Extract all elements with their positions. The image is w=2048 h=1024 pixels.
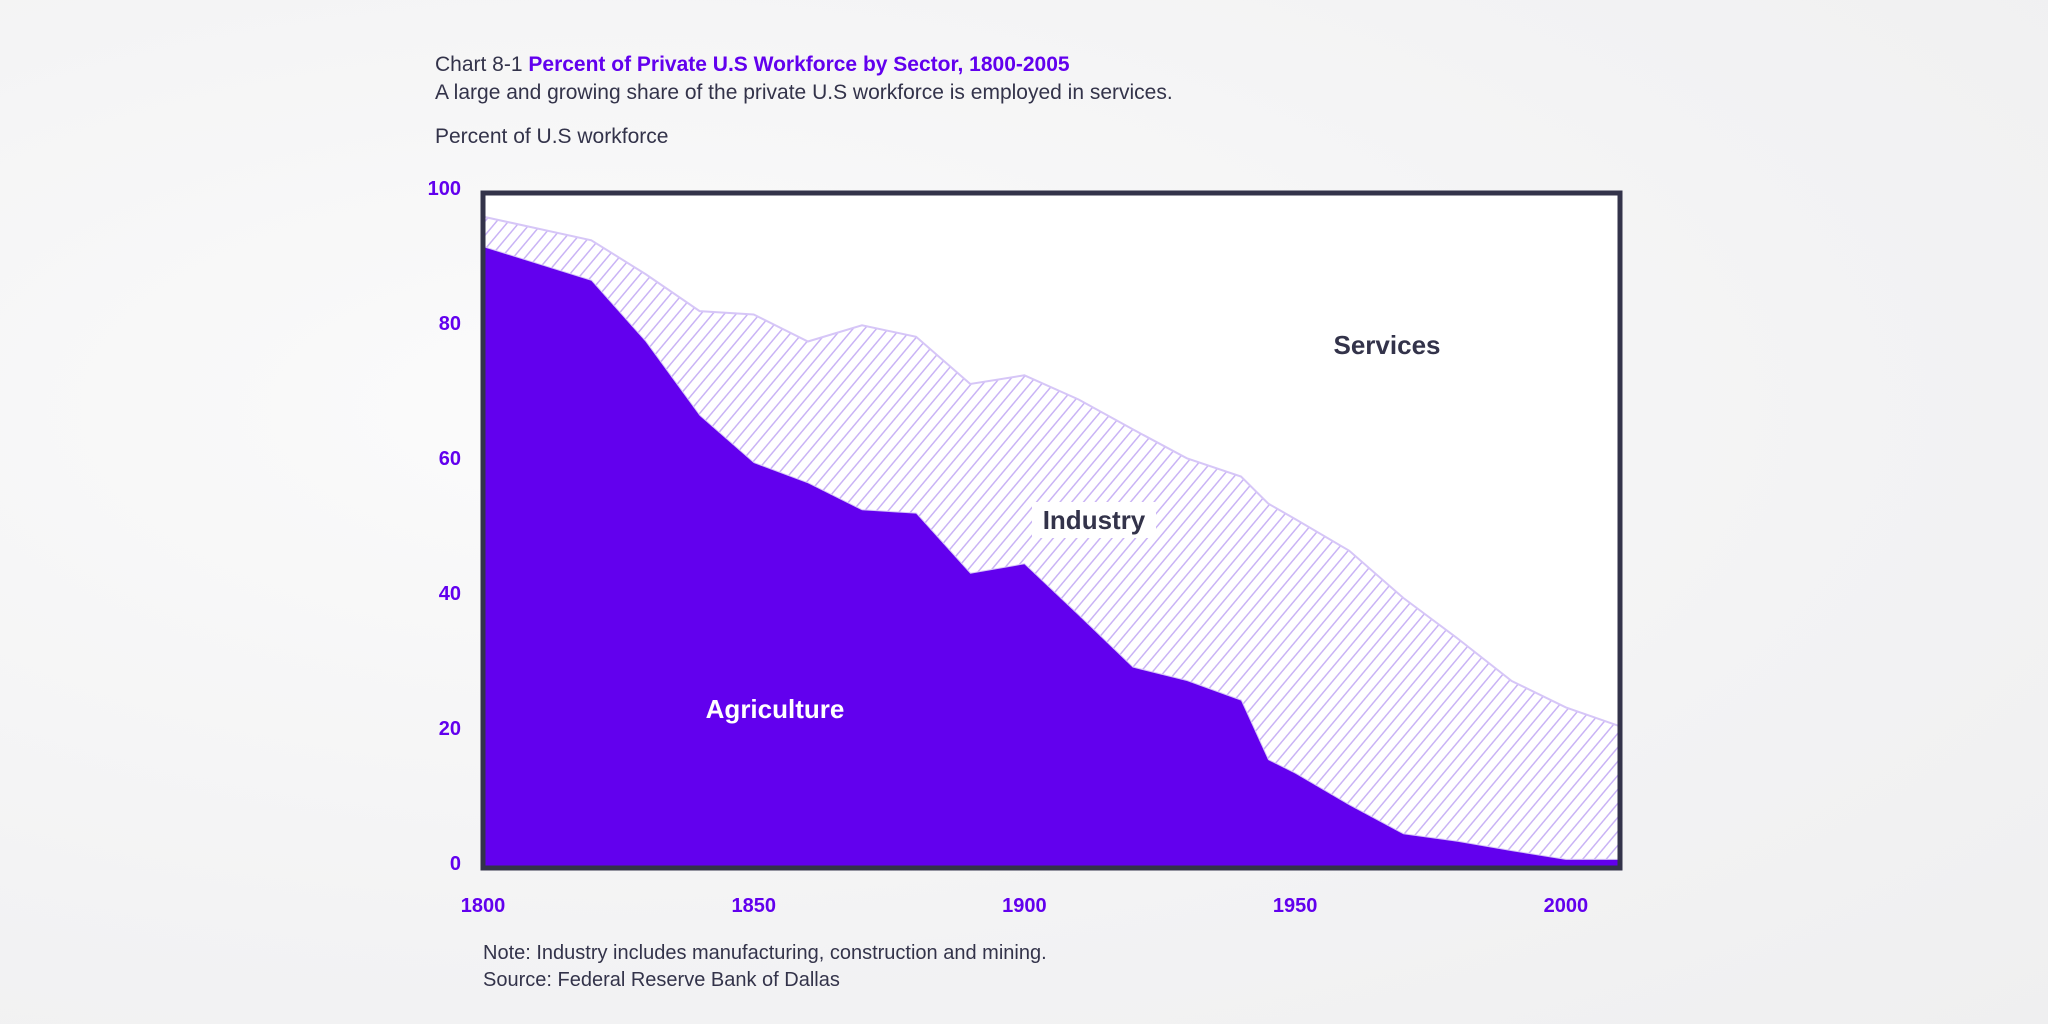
x-tick-label: 1850 xyxy=(731,895,776,917)
y-axis-label: Percent of U.S workforce xyxy=(435,125,669,148)
industry-label-bg xyxy=(1032,502,1156,538)
chart-title: Chart 8-1 Percent of Private U.S Workfor… xyxy=(435,53,1070,77)
chart-subtitle: A large and growing share of the private… xyxy=(435,81,1173,104)
plot-frame xyxy=(480,190,1623,871)
x-tick-label: 1950 xyxy=(1273,895,1318,917)
x-tick-label: 1800 xyxy=(461,895,506,917)
x-tick-label: 1900 xyxy=(1002,895,1047,917)
y-tick-label: 80 xyxy=(439,313,461,335)
industry-label: Industry xyxy=(1043,505,1146,535)
chart-title-text: Percent of Private U.S Workforce by Sect… xyxy=(528,53,1070,76)
agriculture-label: Agriculture xyxy=(706,694,845,724)
y-tick-label: 60 xyxy=(439,448,461,470)
y-tick-label: 0 xyxy=(450,853,461,875)
services-label: Services xyxy=(1334,330,1441,360)
y-tick-label: 40 xyxy=(439,583,461,605)
y-tick-label: 100 xyxy=(428,178,461,200)
x-tick-label: 2000 xyxy=(1544,895,1589,917)
chart-footer: Note: Industry includes manufacturing, c… xyxy=(483,940,1047,994)
source-text: Source: Federal Reserve Bank of Dallas xyxy=(483,969,840,991)
chart-number: Chart 8-1 xyxy=(435,53,523,76)
y-tick-label: 20 xyxy=(439,718,461,740)
agriculture-area xyxy=(483,247,1620,868)
note-text: Note: Industry includes manufacturing, c… xyxy=(483,942,1047,964)
